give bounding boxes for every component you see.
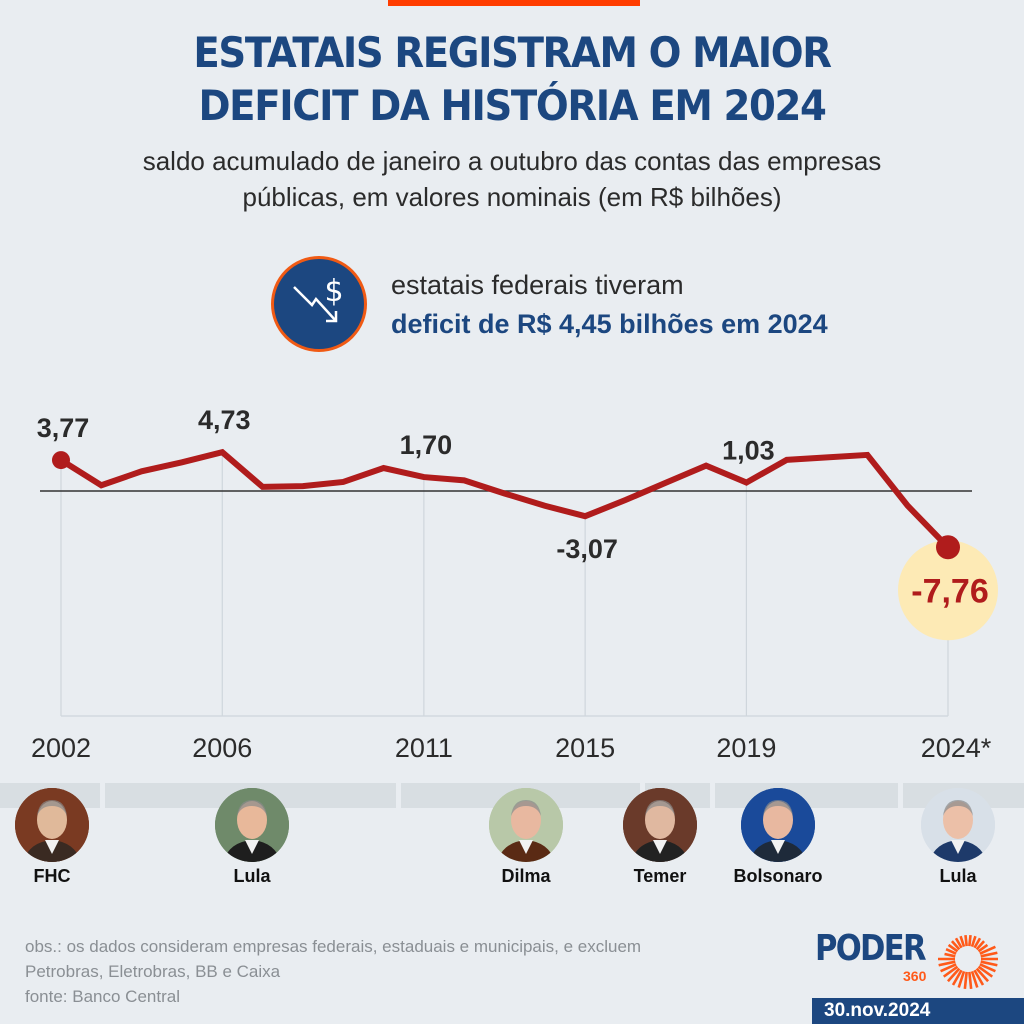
data-label-2024: -7,76 — [911, 572, 989, 610]
grid-layer — [40, 452, 998, 717]
data-label-2015: -3,07 — [556, 534, 618, 564]
x-tick-label-2011: 2011 — [395, 733, 453, 763]
poder360-logo: PODER 360 — [815, 924, 1005, 994]
x-tick-label-2019: 2019 — [716, 733, 776, 763]
callout-line-1: estatais federais tiveram — [391, 270, 684, 300]
president-temer: Temer — [622, 788, 698, 887]
data-label-2006: 4,73 — [198, 405, 251, 435]
highlight-circle — [898, 540, 998, 641]
x-tick-label-2024: 2024* — [921, 733, 992, 763]
sun-ray — [979, 963, 996, 973]
subtitle-line-1: saldo acumulado de janeiro a outubro das… — [142, 146, 882, 176]
sun-ray — [973, 969, 985, 986]
president-name: Lula — [233, 866, 271, 886]
sun-ray — [975, 940, 986, 951]
x-tick-label-2015: 2015 — [555, 733, 615, 763]
title-line-1: ESTATAIS REGISTRAM O MAIOR — [193, 28, 832, 77]
president-name: Lula — [939, 866, 977, 886]
president-fhc: FHC — [14, 788, 90, 887]
sun-ray — [947, 943, 959, 953]
sun-ray — [968, 971, 973, 989]
line-chart: 3,77 4,73 1,70 -3,07 1,03 -7,76 2002 2006 2011 20… — [31, 405, 998, 763]
sun-ray — [938, 960, 956, 967]
x-tick-label-2002: 2002 — [31, 733, 91, 763]
sun-rays-icon — [938, 934, 998, 989]
line-layer — [52, 448, 960, 560]
sun-ray — [975, 967, 990, 983]
president-lula: Lula — [920, 788, 996, 887]
sun-ray — [950, 940, 961, 951]
sun-ray — [963, 971, 968, 989]
footnote-line-1: obs.: os dados consideram empresas feder… — [25, 937, 642, 956]
subtitle-line-2: públicas, em valores nominais (em R$ bil… — [242, 182, 782, 212]
portrait-icon — [623, 788, 697, 862]
data-label-2019: 1,03 — [722, 436, 775, 466]
sun-ray — [980, 951, 998, 958]
logo-word: PODER — [815, 928, 927, 969]
sun-ray — [940, 963, 957, 973]
president-name: Dilma — [501, 866, 551, 886]
portrait-icon — [489, 788, 563, 862]
avatar — [921, 788, 995, 862]
top-accent-bar — [388, 0, 640, 6]
sun-ray — [970, 935, 977, 948]
president-dilma: Dilma — [488, 788, 564, 887]
endpoint-dot-2002 — [52, 451, 70, 470]
footnote-line-2: Petrobras, Eletrobras, BB e Caixa — [25, 962, 281, 981]
avatar — [15, 788, 89, 862]
series-line — [59, 448, 951, 550]
sun-ray — [946, 967, 961, 983]
sun-ray — [959, 935, 966, 948]
portrait-icon — [921, 788, 995, 862]
sun-ray — [977, 943, 989, 953]
sun-ray — [945, 948, 957, 955]
president-name: Bolsonaro — [733, 866, 823, 886]
sun-ray — [944, 952, 956, 958]
sun-ray — [977, 965, 994, 978]
sun-ray — [957, 970, 966, 988]
callout-line-2: deficit de R$ 4,45 bilhões em 2024 — [391, 309, 828, 339]
subtitle: saldo acumulado de janeiro a outubro das… — [0, 143, 1024, 215]
portrait-icon — [215, 788, 289, 862]
footnote: obs.: os dados consideram empresas feder… — [25, 934, 641, 1009]
label-layer: 3,77 4,73 1,70 -3,07 1,03 -7,76 2002 2006 2011 20… — [31, 405, 992, 763]
portrait-icon — [15, 788, 89, 862]
sun-ray — [954, 937, 963, 949]
sun-ray — [979, 945, 996, 955]
portrait-icon — [741, 788, 815, 862]
sun-ray — [951, 969, 963, 986]
page-title: ESTATAIS REGISTRAM O MAIOR DEFICIT DA HI… — [41, 26, 983, 132]
president-lula: Lula — [214, 788, 290, 887]
sun-ray — [942, 965, 959, 978]
sun-ray — [980, 960, 998, 967]
money-down-trend-icon: $ — [271, 256, 367, 352]
data-label-2002: 3,77 — [37, 413, 90, 443]
publication-date: 30.nov.2024 — [812, 998, 1024, 1024]
sun-ray — [968, 934, 972, 947]
president-name: Temer — [633, 866, 687, 886]
x-tick-label-2006: 2006 — [192, 733, 252, 763]
sun-ray — [964, 934, 968, 947]
endpoint-dot-2024 — [936, 535, 960, 560]
avatar — [623, 788, 697, 862]
avatar — [489, 788, 563, 862]
title-line-2: DEFICIT DA HISTÓRIA EM 2024 — [198, 81, 826, 130]
sun-ray — [970, 970, 979, 988]
avatar — [741, 788, 815, 862]
logo-number: 360 — [903, 968, 927, 984]
sun-ray — [973, 937, 982, 949]
president-name: FHC — [33, 866, 71, 886]
svg-text:$: $ — [324, 274, 343, 309]
president-bolsonaro: Bolsonaro — [733, 788, 823, 887]
source-line: fonte: Banco Central — [25, 987, 180, 1006]
avatar — [215, 788, 289, 862]
data-label-2011: 1,70 — [400, 430, 453, 460]
